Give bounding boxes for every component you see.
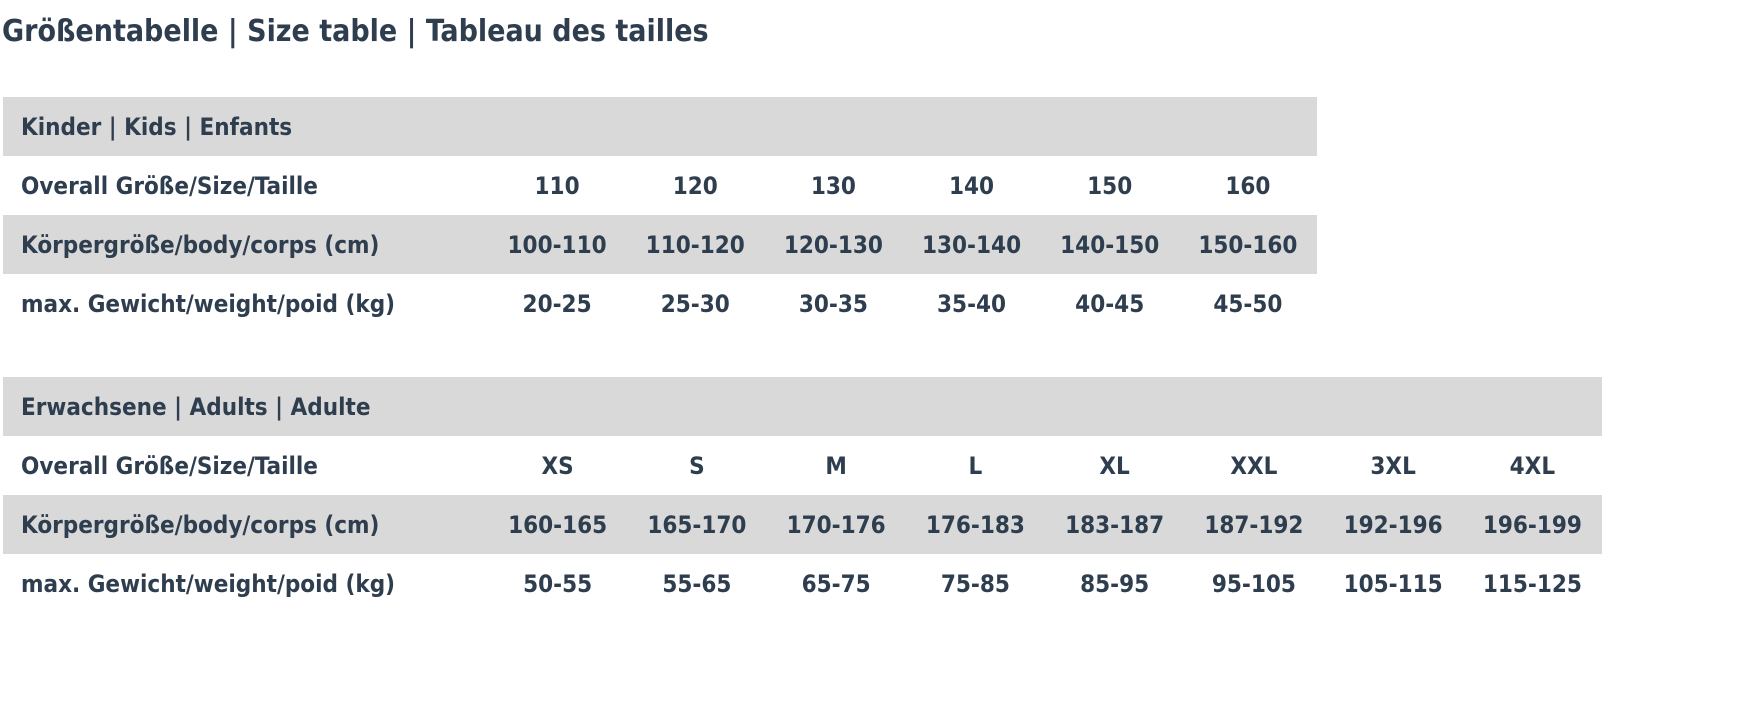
size-value-cell: 95-105 [1211, 569, 1296, 598]
size-value-cell: 115-125 [1482, 569, 1582, 598]
size-value-cell: 196-199 [1482, 510, 1582, 539]
size-value-cell: 65-75 [801, 569, 871, 598]
size-value-cell: 150 [1087, 171, 1133, 200]
size-value-cell: 160 [1225, 171, 1271, 200]
row-label: Körpergröße/body/corps (cm) [21, 510, 380, 539]
size-value-cell: 160-165 [508, 510, 608, 539]
size-value-cell: XXL [1230, 451, 1278, 480]
adults-section-row: Erwachsene | Adults | Adulte [3, 377, 1602, 436]
row-label: max. Gewicht/weight/poid (kg) [21, 289, 396, 318]
size-value-cell: 40-45 [1075, 289, 1145, 318]
size-value-cell: 25-30 [660, 289, 730, 318]
size-value-cell: 140-150 [1060, 230, 1160, 259]
page-title: Größentabelle | Size table | Tableau des… [2, 14, 709, 49]
size-value-cell: S [689, 451, 705, 480]
size-value-cell: 140 [949, 171, 995, 200]
size-value-cell: 120 [672, 171, 718, 200]
size-value-cell: 192-196 [1343, 510, 1443, 539]
size-value-cell: 100-110 [507, 230, 607, 259]
kids-size-table: Kinder | Kids | Enfants Overall Größe/Siz… [3, 97, 1317, 333]
size-value-cell: M [825, 451, 847, 480]
table-row: max. Gewicht/weight/poid (kg) 50-55 55-65 6… [3, 554, 1602, 613]
section-header: Erwachsene | Adults | Adulte [21, 392, 371, 421]
size-value-cell: XS [541, 451, 574, 480]
row-label: Overall Größe/Size/Taille [21, 171, 318, 200]
row-label: max. Gewicht/weight/poid (kg) [21, 569, 396, 598]
adults-table: Erwachsene | Adults | Adulte Overall Größ… [3, 377, 1602, 613]
size-value-cell: XL [1099, 451, 1130, 480]
kids-section-row: Kinder | Kids | Enfants [3, 97, 1317, 156]
size-value-cell: 35-40 [937, 289, 1007, 318]
size-value-cell: 150-160 [1198, 230, 1298, 259]
size-value-cell: 50-55 [523, 569, 593, 598]
size-value-cell: 183-187 [1065, 510, 1165, 539]
kids-table: Kinder | Kids | Enfants Overall Größe/Siz… [3, 97, 1317, 333]
table-row: Overall Größe/Size/Taille XS S M L XL XXL 3XL 4X… [3, 436, 1602, 495]
size-value-cell: 110 [534, 171, 580, 200]
size-value-cell: 165-170 [647, 510, 747, 539]
size-value-cell: 130 [810, 171, 856, 200]
size-value-cell: 55-65 [662, 569, 732, 598]
table-row: Körpergröße/body/corps (cm) 160-165 165-17… [3, 495, 1602, 554]
size-value-cell: 187-192 [1204, 510, 1304, 539]
adults-size-table: Erwachsene | Adults | Adulte Overall Größ… [3, 377, 1602, 613]
size-value-cell: 45-50 [1213, 289, 1283, 318]
size-value-cell: 85-95 [1080, 569, 1150, 598]
table-row: Körpergröße/body/corps (cm) 100-110 110-12… [3, 215, 1317, 274]
table-row: Overall Größe/Size/Taille 110 120 130 140 150… [3, 156, 1317, 215]
size-value-cell: 110-120 [645, 230, 745, 259]
size-value-cell: 3XL [1370, 451, 1416, 480]
size-value-cell: 130-140 [921, 230, 1022, 259]
size-value-cell: 105-115 [1343, 569, 1443, 598]
size-value-cell: 170-176 [786, 510, 886, 539]
size-value-cell: 176-183 [925, 510, 1025, 539]
table-row: max. Gewicht/weight/poid (kg) 20-25 25-30 3… [3, 274, 1317, 333]
row-label: Körpergröße/body/corps (cm) [21, 230, 380, 259]
row-label: Overall Größe/Size/Taille [21, 451, 318, 480]
size-value-cell: 20-25 [522, 289, 592, 318]
size-value-cell: 30-35 [798, 289, 868, 318]
section-header: Kinder | Kids | Enfants [21, 112, 293, 141]
size-value-cell: L [968, 451, 983, 480]
size-value-cell: 120-130 [783, 230, 883, 259]
size-value-cell: 75-85 [940, 569, 1010, 598]
size-value-cell: 4XL [1509, 451, 1556, 480]
